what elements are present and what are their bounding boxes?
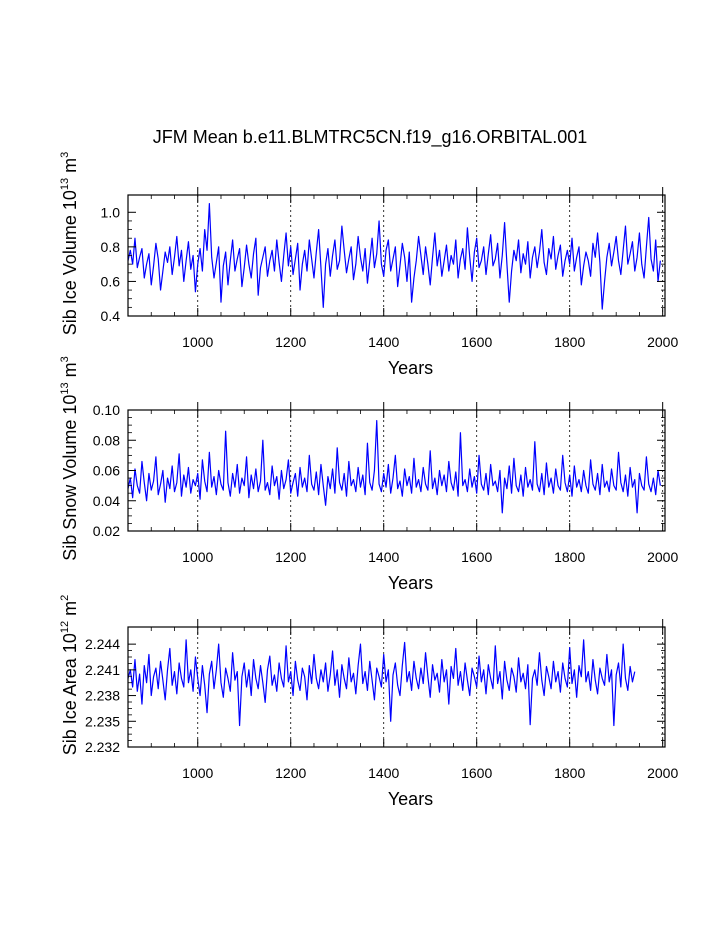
y-tick-label: 2.232 — [85, 739, 120, 755]
y-axis-title-exponent: 12 — [59, 621, 71, 633]
y-axis-title-unit-exponent: 3 — [59, 152, 71, 158]
y-tick-label: 0.08 — [93, 432, 120, 448]
x-tick-label: 1800 — [554, 765, 585, 781]
x-tick-label: 1200 — [275, 549, 306, 565]
y-axis-title-unit-exponent: 3 — [59, 356, 71, 362]
x-tick-label: 2000 — [647, 765, 678, 781]
y-tick-label: 0.4 — [101, 308, 121, 324]
x-tick-label: 1000 — [182, 549, 213, 565]
x-tick-label: 2000 — [647, 334, 678, 350]
x-tick-label: 1600 — [461, 549, 492, 565]
y-tick-label: 2.238 — [85, 688, 120, 704]
y-axis-title-exponent: 13 — [59, 382, 71, 394]
x-tick-label: 1200 — [275, 765, 306, 781]
series-line-1 — [127, 419, 661, 514]
y-axis-title-main: Sib Snow Volume 10 — [60, 395, 80, 561]
x-tick-label: 1800 — [554, 549, 585, 565]
y-axis-title: Sib Ice Volume 1013 m3 — [59, 152, 80, 335]
series-line-1 — [127, 639, 636, 727]
chart-panel-2: 1000 1200 1400 1600 1800 2000 0.02 0.04 0.06 0.08… — [59, 356, 678, 593]
x-axis-title: Years — [388, 789, 433, 809]
y-tick-label: 0.04 — [93, 493, 120, 509]
y-axis-title-unit-exponent: 2 — [59, 595, 71, 601]
y-tick-label: 2.235 — [85, 713, 120, 729]
x-tick-label: 1400 — [368, 549, 399, 565]
y-axis-title-unit: m — [60, 601, 80, 621]
y-tick-label: 0.02 — [93, 523, 120, 539]
series-line-1 — [127, 203, 661, 310]
x-axis-title: Years — [388, 358, 433, 378]
figure-title: JFM Mean b.e11.BLMTRC5CN.f19_g16.ORBITAL… — [153, 127, 588, 148]
x-tick-label: 1400 — [368, 765, 399, 781]
plot-frame — [127, 626, 666, 748]
y-axis-title-unit: m — [60, 158, 80, 178]
y-tick-label: 0.10 — [93, 402, 120, 418]
y-tick-label: 0.6 — [101, 273, 121, 289]
y-tick-label: 2.244 — [85, 636, 120, 652]
y-axis-title-unit: m — [60, 362, 80, 382]
y-axis-title-main: Sib Ice Area 10 — [60, 633, 80, 755]
x-tick-label: 1000 — [182, 765, 213, 781]
x-axis-title: Years — [388, 573, 433, 593]
y-tick-label: 2.241 — [85, 662, 120, 678]
x-tick-label: 1400 — [368, 334, 399, 350]
y-axis-title-main: Sib Ice Volume 10 — [60, 190, 80, 335]
x-tick-label: 2000 — [647, 549, 678, 565]
y-axis-title: Sib Snow Volume 1013 m3 — [59, 356, 80, 560]
x-tick-label: 1600 — [461, 334, 492, 350]
chart-panel-1: 1000 1200 1400 1600 1800 2000 0.4 0.6 0.8 1.0 Year… — [59, 152, 678, 378]
x-tick-label: 1800 — [554, 334, 585, 350]
y-axis-title-exponent: 13 — [59, 178, 71, 190]
y-tick-label: 0.06 — [93, 463, 120, 479]
y-axis-title: Sib Ice Area 1012 m2 — [59, 595, 80, 755]
y-tick-label: 0.8 — [101, 239, 121, 255]
chart-panels: 1000 1200 1400 1600 1800 2000 0.4 0.6 0.8 1.0 Year… — [59, 152, 678, 809]
chart-panel-3: 1000 1200 1400 1600 1800 2000 2.232 2.235 2.238 2… — [59, 595, 678, 809]
y-tick-label: 1.0 — [101, 204, 121, 220]
x-tick-label: 1000 — [182, 334, 213, 350]
x-tick-label: 1200 — [275, 334, 306, 350]
x-tick-label: 1600 — [461, 765, 492, 781]
